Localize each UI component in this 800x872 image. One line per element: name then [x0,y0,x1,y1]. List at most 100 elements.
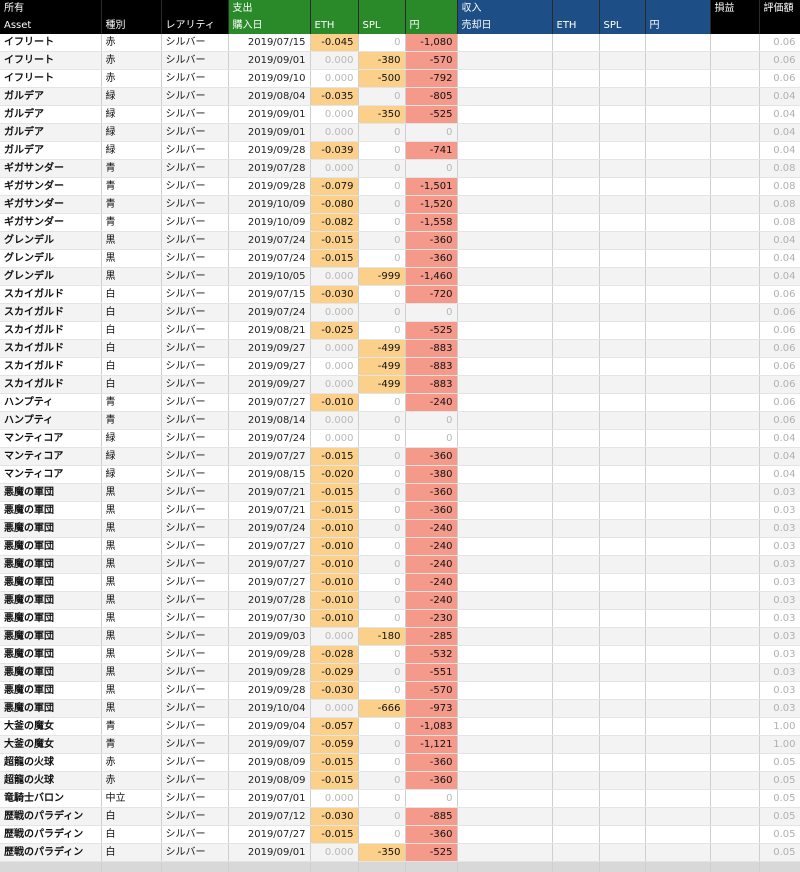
sell-date-cell[interactable] [457,465,553,484]
sell-date-cell[interactable] [457,195,553,214]
spl-cell[interactable]: 0 [358,609,406,628]
spl-income-cell[interactable] [599,267,646,286]
sell-date-cell[interactable] [457,573,553,592]
spl-income-cell[interactable] [599,555,646,574]
valuation-cell[interactable]: 0.03 [759,663,800,682]
buy-date-cell[interactable]: 2019/08/04 [228,87,311,106]
eth-income-cell[interactable] [552,609,600,628]
asset-cell[interactable]: マンティコア [0,465,102,484]
eth-cell[interactable]: -0.015 [310,447,359,466]
group-valuation[interactable]: 評価額 [759,0,800,17]
spl-cell[interactable]: 0 [358,321,406,340]
pnl-cell[interactable] [710,123,760,142]
rarity-cell[interactable]: シルバー [161,537,229,556]
kind-cell[interactable]: 黒 [101,627,162,646]
spl-cell[interactable]: -999 [358,267,406,286]
kind-cell[interactable]: 黒 [101,681,162,700]
yen-income-cell[interactable] [645,483,711,502]
buy-date-cell[interactable]: 2019/07/27 [228,393,311,412]
pnl-cell[interactable] [710,339,760,358]
yen-income-cell[interactable] [645,717,711,736]
buy-date-cell[interactable]: 2019/07/24 [228,519,311,538]
pnl-cell[interactable] [710,591,760,610]
group-expense-spl[interactable] [358,0,406,17]
yen-cell[interactable]: -883 [405,357,458,376]
group-owned-kind[interactable] [101,0,162,17]
valuation-cell[interactable]: 0.05 [759,789,800,808]
yen-income-cell[interactable] [645,771,711,790]
buy-date-cell[interactable]: 2019/07/28 [228,159,311,178]
spl-cell[interactable]: 0 [358,555,406,574]
yen-income-cell[interactable] [645,321,711,340]
spl-income-cell[interactable] [599,591,646,610]
yen-cell[interactable]: -532 [405,645,458,664]
yen-income-cell[interactable] [645,807,711,826]
eth-income-cell[interactable] [552,285,600,304]
spl-income-cell[interactable] [599,735,646,754]
yen-cell[interactable]: -525 [405,843,458,862]
sell-date-cell[interactable] [457,34,553,52]
valuation-cell[interactable]: 0.06 [759,339,800,358]
yen-income-cell[interactable] [645,429,711,448]
valuation-cell[interactable]: 0.04 [759,105,800,124]
valuation-cell[interactable]: 1.00 [759,735,800,754]
rarity-cell[interactable]: シルバー [161,609,229,628]
spl-cell[interactable]: -350 [358,843,406,862]
buy-date-cell[interactable]: 2019/09/04 [228,717,311,736]
pnl-cell[interactable] [710,825,760,844]
kind-cell[interactable]: 白 [101,843,162,862]
buy-date-cell[interactable]: 2019/09/28 [228,177,311,196]
buy-date-cell[interactable]: 2019/09/01 [228,51,311,70]
eth-cell[interactable]: 0.000 [310,69,359,88]
yen-cell[interactable]: -525 [405,105,458,124]
yen-cell[interactable]: -883 [405,339,458,358]
pnl-cell[interactable] [710,843,760,862]
group-pnl[interactable]: 損益 [710,0,760,17]
buy-date-cell[interactable]: 2019/08/09 [228,771,311,790]
spl-cell[interactable]: 0 [358,483,406,502]
group-expense-yen[interactable] [405,0,458,17]
asset-cell[interactable]: 悪魔の軍団 [0,519,102,538]
spl-cell[interactable]: 0 [358,123,406,142]
rarity-cell[interactable]: シルバー [161,411,229,430]
valuation-cell[interactable]: 0.06 [759,51,800,70]
group-expense[interactable]: 支出 [228,0,311,17]
spl-income-cell[interactable] [599,807,646,826]
spl-income-cell[interactable] [599,34,646,52]
asset-cell[interactable]: マンティコア [0,429,102,448]
asset-cell[interactable]: 悪魔の軍団 [0,483,102,502]
spl-income-cell[interactable] [599,357,646,376]
asset-cell[interactable]: 悪魔の軍団 [0,699,102,718]
sell-date-cell[interactable] [457,393,553,412]
rarity-cell[interactable]: シルバー [161,321,229,340]
pnl-cell[interactable] [710,411,760,430]
spl-cell[interactable]: 0 [358,501,406,520]
spl-income-cell[interactable] [599,825,646,844]
yen-cell[interactable]: -792 [405,69,458,88]
sell-date-cell[interactable] [457,843,553,862]
rarity-cell[interactable]: シルバー [161,825,229,844]
yen-income-cell[interactable] [645,195,711,214]
spl-income-cell[interactable] [599,69,646,88]
spl-income-cell[interactable] [599,321,646,340]
yen-cell[interactable]: -360 [405,771,458,790]
eth-cell[interactable]: -0.015 [310,231,359,250]
sell-date-cell[interactable] [457,87,553,106]
rarity-cell[interactable]: シルバー [161,627,229,646]
valuation-cell[interactable]: 0.03 [759,591,800,610]
pnl-cell[interactable] [710,681,760,700]
valuation-cell[interactable]: 0.05 [759,753,800,772]
sell-date-cell[interactable] [457,627,553,646]
group-income-spl[interactable] [599,0,646,17]
rarity-cell[interactable]: シルバー [161,69,229,88]
pnl-cell[interactable] [710,195,760,214]
spl-income-cell[interactable] [599,375,646,394]
eth-income-cell[interactable] [552,591,600,610]
sell-date-cell[interactable] [457,249,553,268]
kind-cell[interactable]: 白 [101,285,162,304]
spl-cell[interactable]: 0 [358,285,406,304]
eth-cell[interactable]: -0.010 [310,609,359,628]
yen-income-cell[interactable] [645,663,711,682]
buy-date-cell[interactable]: 2019/07/12 [228,807,311,826]
yen-income-cell[interactable] [645,591,711,610]
